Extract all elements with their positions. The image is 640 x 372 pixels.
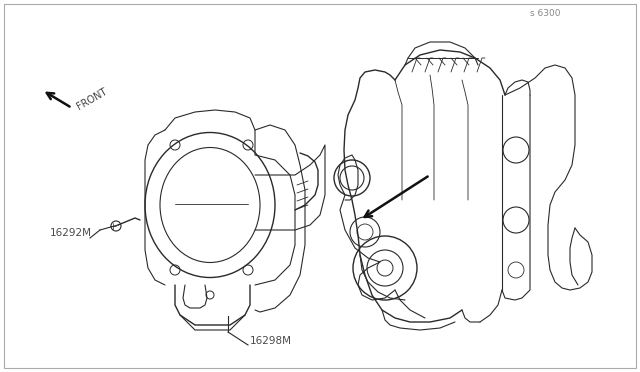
Text: 16298M: 16298M (250, 336, 292, 346)
Text: s 6300: s 6300 (530, 9, 561, 18)
Text: 16292M: 16292M (50, 228, 92, 238)
Text: FRONT: FRONT (75, 87, 109, 112)
